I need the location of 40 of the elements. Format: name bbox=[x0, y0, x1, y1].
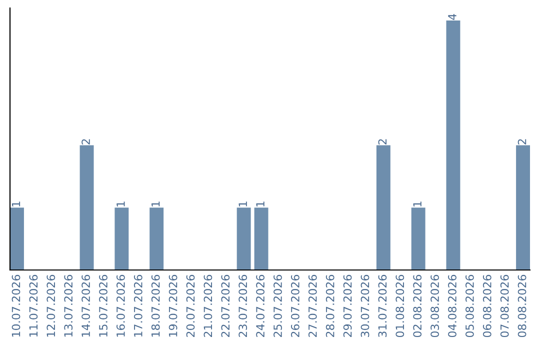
x-tick-label: 19.07.2026 bbox=[168, 274, 178, 337]
data-label: 2 bbox=[82, 139, 90, 144]
data-label: 2 bbox=[518, 139, 526, 144]
data-label: 2 bbox=[378, 139, 386, 144]
data-label: 1 bbox=[256, 202, 264, 206]
x-tick-label: 07.08.2026 bbox=[500, 274, 509, 338]
x-tick-label: 22.07.2026 bbox=[221, 274, 230, 337]
data-label: 1 bbox=[152, 202, 160, 206]
x-tick-label: 23.07.2026 bbox=[238, 274, 248, 337]
x-tick-label: 06.08.2026 bbox=[482, 274, 492, 338]
data-label: 1 bbox=[238, 202, 247, 206]
x-tick-label: 13.07.2026 bbox=[64, 274, 73, 337]
x-tick-label: 21.07.2026 bbox=[204, 274, 212, 337]
x-tick-label: 17.07.2026 bbox=[134, 274, 142, 337]
x-tick-label: 11.07.2026 bbox=[29, 274, 38, 337]
x-tick-label: 20.07.2026 bbox=[186, 274, 195, 337]
data-label: 1 bbox=[12, 202, 20, 206]
x-tick-label: 27.07.2026 bbox=[308, 274, 317, 337]
x-tick-label: 25.07.2026 bbox=[274, 274, 282, 337]
x-tick-label: 29.07.2026 bbox=[343, 274, 352, 337]
x-tick-label: 05.08.2026 bbox=[465, 274, 474, 338]
x-tick-label: 12.07.2026 bbox=[46, 274, 56, 337]
x-tick-label: 04.08.2026 bbox=[448, 274, 456, 338]
x-tick-label: 26.07.2026 bbox=[290, 274, 300, 337]
x-tick-label: 24.07.2026 bbox=[256, 274, 264, 337]
x-tick-label: 30.07.2026 bbox=[360, 274, 370, 337]
x-tick-label: 16.07.2026 bbox=[116, 274, 125, 337]
x-tick-label: 10.07.2026 bbox=[12, 274, 20, 337]
data-label: 4 bbox=[448, 14, 456, 20]
x-tick-label: 02.08.2026 bbox=[413, 274, 422, 338]
x-tick-label: 03.08.2026 bbox=[430, 274, 439, 338]
x-tick-label: 01.08.2026 bbox=[396, 274, 404, 338]
x-tick-label: 14.07.2026 bbox=[82, 274, 90, 337]
x-tick-label: 15.07.2026 bbox=[99, 274, 108, 337]
x-tick-label: 18.07.2026 bbox=[151, 274, 160, 337]
data-label: 1 bbox=[116, 202, 125, 206]
data-label: 1 bbox=[413, 202, 422, 206]
x-tick-label: 08.08.2026 bbox=[518, 274, 526, 338]
x-tick-label: 28.07.2026 bbox=[326, 274, 334, 337]
x-tick-label: 31.07.2026 bbox=[378, 274, 387, 337]
